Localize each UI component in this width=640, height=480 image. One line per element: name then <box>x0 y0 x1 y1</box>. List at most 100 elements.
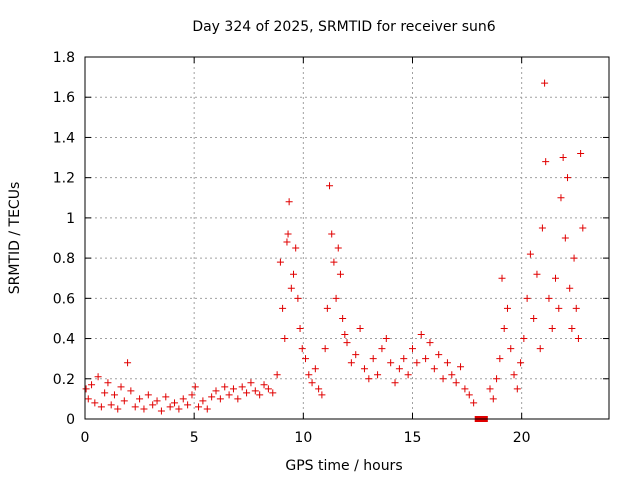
data-point <box>559 154 567 162</box>
data-point <box>552 274 560 282</box>
data-point <box>526 250 534 258</box>
data-point <box>107 401 115 409</box>
data-point <box>439 375 447 383</box>
x-tick-label: 5 <box>190 430 199 446</box>
data-point <box>153 397 161 405</box>
data-point <box>332 294 340 302</box>
plot-frame <box>84 56 610 420</box>
y-tick-label: 1.6 <box>53 90 75 106</box>
data-point <box>225 391 233 399</box>
grid-lines <box>85 57 609 419</box>
data-point <box>247 379 255 387</box>
x-axis-label: GPS time / hours <box>285 458 402 474</box>
data-point <box>395 365 403 373</box>
data-point <box>279 304 287 312</box>
data-point <box>387 359 395 367</box>
data-point <box>117 383 125 391</box>
data-point <box>191 383 199 391</box>
data-point <box>88 381 96 389</box>
data-point <box>120 397 128 405</box>
y-tick-label: 1 <box>66 211 75 227</box>
data-point <box>290 270 298 278</box>
data-point <box>503 304 511 312</box>
data-point <box>426 339 434 347</box>
data-point <box>203 405 211 413</box>
data-point <box>461 385 469 393</box>
data-point <box>570 254 578 262</box>
y-tick-label: 0.6 <box>53 291 75 307</box>
data-point <box>334 244 342 252</box>
data-point <box>144 391 152 399</box>
data-point <box>321 345 329 353</box>
data-point <box>184 401 192 409</box>
data-point <box>336 270 344 278</box>
data-point <box>404 371 412 379</box>
data-point <box>281 335 289 343</box>
data-point <box>162 393 170 401</box>
data-point <box>175 405 183 413</box>
data-point <box>296 325 304 332</box>
data-point <box>574 335 582 343</box>
data-point <box>341 331 349 339</box>
data-point <box>276 258 284 266</box>
data-point <box>347 359 355 367</box>
y-axis-label: SRMTID / TECUs <box>7 182 23 295</box>
data-point <box>430 365 438 373</box>
data-point <box>557 194 565 202</box>
data-point <box>140 405 148 413</box>
data-point <box>114 405 122 413</box>
data-point <box>238 383 246 391</box>
data-point <box>221 383 229 391</box>
data-point <box>391 379 399 387</box>
data-point <box>568 325 576 332</box>
data-point <box>533 270 541 278</box>
data-point <box>513 385 521 393</box>
data-point <box>234 395 242 403</box>
data-point <box>496 355 504 363</box>
chart-title: Day 324 of 2025, SRMTID for receiver sun… <box>192 19 495 35</box>
data-point <box>510 371 518 379</box>
data-point <box>572 304 580 312</box>
data-point <box>110 391 118 399</box>
data-point <box>498 274 506 282</box>
x-tick-label: 10 <box>294 430 312 446</box>
data-point <box>251 387 259 395</box>
x-tick-label: 20 <box>513 430 531 446</box>
data-point <box>545 294 553 302</box>
data-point <box>124 359 132 367</box>
data-point <box>435 351 443 359</box>
data-point <box>465 391 473 399</box>
data-point <box>409 345 416 353</box>
y-tick-label: 0.4 <box>53 332 75 348</box>
y-tick-label: 1.8 <box>53 50 75 66</box>
data-point <box>136 395 144 403</box>
data-point <box>548 325 556 332</box>
data-point <box>91 399 99 407</box>
data-point <box>94 373 102 381</box>
data-point <box>188 391 196 399</box>
data-point <box>413 359 421 367</box>
data-point <box>542 158 550 166</box>
data-point <box>97 403 105 411</box>
x-tick-label: 15 <box>404 430 422 446</box>
data-point <box>507 345 515 353</box>
data-point <box>417 331 425 339</box>
data-point <box>305 371 313 379</box>
data-point <box>171 399 179 407</box>
data-point <box>352 351 360 359</box>
data-point <box>365 375 373 383</box>
data-point <box>541 79 549 87</box>
data-point <box>284 230 292 238</box>
data-point <box>264 385 272 393</box>
data-point <box>292 244 300 252</box>
y-tick-label: 0 <box>66 412 75 428</box>
data-point <box>311 365 319 373</box>
data-point <box>538 224 546 232</box>
data-point <box>315 385 323 393</box>
data-point <box>243 389 251 397</box>
data-point <box>530 314 538 322</box>
data-point <box>179 395 187 403</box>
data-point <box>422 355 430 363</box>
data-point <box>369 355 377 363</box>
